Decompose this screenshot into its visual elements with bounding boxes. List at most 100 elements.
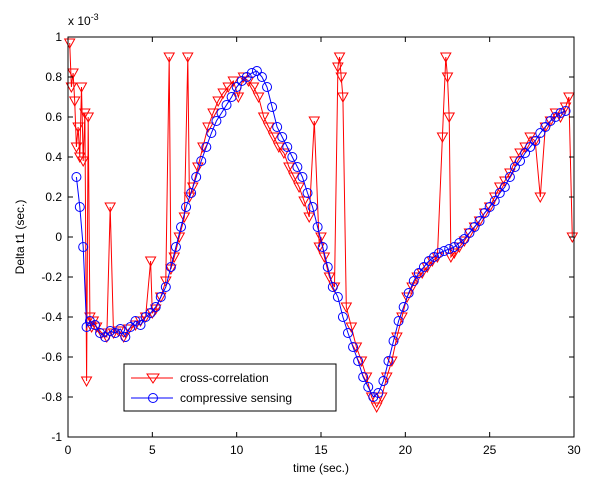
x-tick-label: 15 [314,443,328,457]
data-point-triangle [197,142,209,154]
data-point-circle [499,182,510,192]
x-tick-label: 25 [483,443,497,457]
data-point-triangle [247,82,260,94]
data-point-circle [525,142,536,152]
y-tick-label: 0 [55,230,62,244]
data-point-triangle [257,112,270,124]
y-tick-label: 0.6 [45,110,62,124]
data-point-circle [322,262,333,272]
data-point-triangle [70,142,83,154]
data-point-circle [383,356,394,366]
series-compressive-sensing [71,66,571,402]
data-point-triangle [493,182,506,194]
data-point-triangle [192,162,204,174]
data-point-triangle [63,38,76,50]
data-point-triangle [360,372,373,384]
data-point-triangle [67,68,79,80]
data-point-circle [560,106,571,116]
data-point-circle [540,122,551,132]
x-tick-label: 20 [399,443,413,457]
data-point-triangle [370,402,383,414]
data-point-triangle [563,92,575,104]
data-point-circle [509,162,520,172]
data-point-triangle [293,182,305,194]
data-point-circle [393,316,404,326]
data-point-triangle [406,282,418,294]
data-point-circle [89,320,100,330]
data-point-triangle [514,148,526,160]
data-point-circle [115,324,126,334]
data-point-circle [74,202,85,212]
data-point-circle [307,202,318,212]
data-point-circle [226,92,237,102]
data-point-circle [120,332,131,342]
x-tick-label: 10 [230,443,244,457]
data-point-circle [165,262,176,272]
data-point-triangle [144,256,157,268]
data-point-triangle [308,116,321,128]
y-tick-label: -0.4 [41,310,62,324]
data-point-triangle [519,142,531,154]
data-point-circle [358,372,369,382]
data-point-circle [292,162,303,172]
data-point-circle [105,326,116,336]
data-point-triangle [262,122,275,134]
data-point-triangle [252,92,265,104]
data-point-triangle [315,232,327,244]
legend-box [123,363,337,412]
data-point-triangle [272,142,285,154]
y-exponent-label: x 10-3 [68,12,99,28]
data-point-circle [282,142,293,152]
y-tick-label: 0.4 [45,150,62,164]
data-point-circle [221,100,232,110]
data-point-circle [327,282,338,292]
data-point-triangle [163,52,176,64]
data-point-triangle [68,96,81,108]
legend-marker-triangle-icon [146,373,160,384]
data-point-triangle [227,76,240,88]
data-point-circle [413,268,424,278]
data-point-circle [206,128,217,138]
data-point-circle [251,66,262,76]
data-point-circle [459,234,470,244]
data-point-triangle [212,96,224,108]
data-point-circle [170,242,181,252]
data-point-triangle [159,276,172,288]
data-point-circle [489,196,500,206]
data-point-circle [555,108,566,118]
data-point-triangle [298,196,310,208]
y-tick-label: -1 [51,430,62,444]
y-tick-label: 1 [55,30,62,44]
y-tick-label: -0.8 [41,390,62,404]
data-point-triangle [207,108,219,120]
x-tick-label: 0 [65,443,72,457]
data-point-circle [332,292,343,302]
data-point-triangle [345,322,358,334]
data-point-triangle [303,212,316,224]
data-point-circle [494,188,505,198]
legend: cross-correlation compressive sensing [123,363,337,412]
data-point-circle [439,246,450,256]
data-point-triangle [75,82,88,94]
data-point-circle [196,156,207,166]
data-point-circle [337,312,348,322]
data-point-triangle [448,248,461,260]
data-point-circle [474,216,485,226]
data-point-triangle [509,156,521,168]
y-axis-label: Delta t1 (sec.) [13,200,27,275]
data-point-triangle [222,82,235,94]
data-point-circle [267,102,278,112]
data-point-circle [155,292,166,302]
data-point-triangle [283,162,295,174]
data-point-circle [150,302,161,312]
data-point-circle [181,202,192,212]
data-point-circle [444,244,455,254]
data-point-circle [363,382,374,392]
data-point-circle [297,172,308,182]
data-point-circle [277,132,288,142]
data-point-circle [418,262,429,272]
ticks-layer: 0 5 10 15 20 25 30 -1 -0.8 -0.6 -0.4 -0.2 0 0.2 0.4 0.6… [41,30,581,457]
data-point-circle [348,342,359,352]
data-point-triangle [72,122,84,134]
series-layer [63,38,579,414]
